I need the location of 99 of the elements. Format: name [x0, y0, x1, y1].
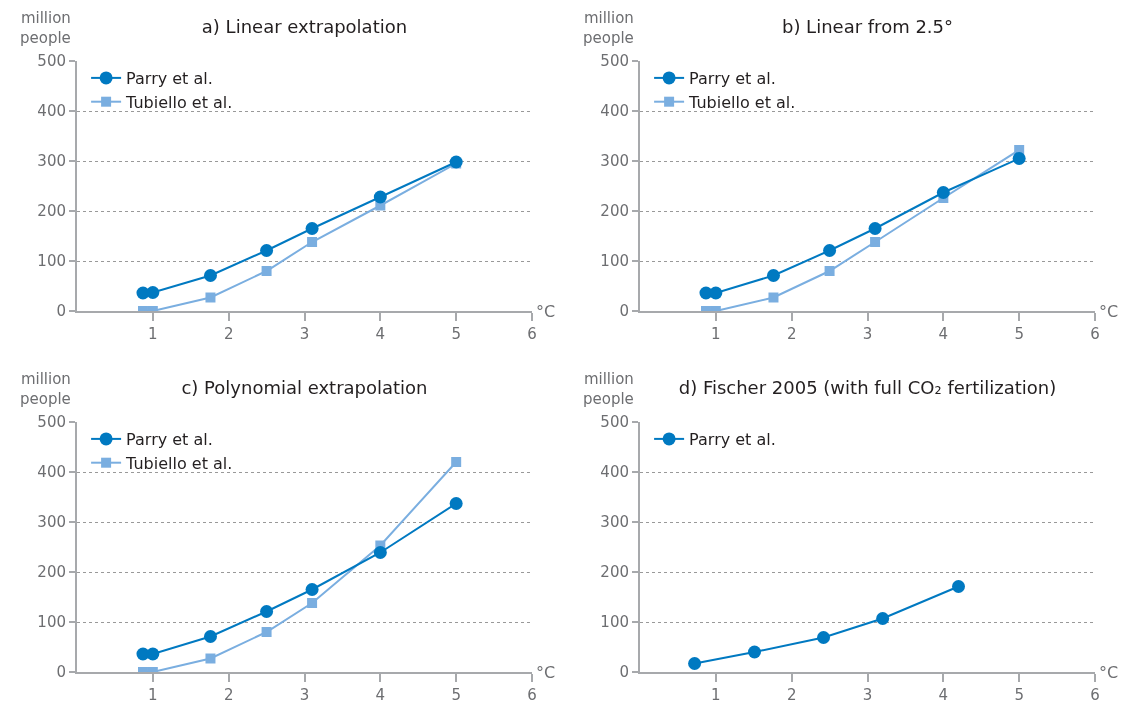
y-tick-label: 500	[600, 52, 629, 71]
point	[868, 222, 882, 235]
x-tick-label: 4	[938, 686, 949, 704]
point	[203, 269, 217, 282]
chart-title: c) Polynomial extrapolation	[181, 377, 428, 399]
y-tick-label: 200	[600, 563, 629, 582]
x-tick-label: 1	[148, 325, 158, 343]
point	[817, 631, 831, 644]
x-tick-label: 2	[223, 686, 234, 704]
point	[688, 657, 702, 670]
x-tick-label: 1	[148, 686, 158, 704]
x-tick-label: 5	[451, 686, 461, 704]
legend-label: Tubiello et al.	[688, 92, 796, 112]
x-tick-label: 6	[527, 686, 537, 704]
y-tick-label: 100	[600, 613, 629, 632]
x-tick-label: 3	[299, 325, 310, 343]
point	[709, 286, 723, 300]
y-axis-title: million people	[20, 9, 71, 47]
y-tick-label: 200	[37, 202, 66, 221]
x-tick-label: 1	[711, 686, 721, 704]
legend-label: Parry et al.	[689, 69, 776, 89]
y-tick-label: 500	[600, 413, 629, 432]
y-tick-label: 100	[37, 613, 66, 632]
x-tick-label: 4	[375, 325, 386, 343]
point	[876, 612, 890, 625]
point	[373, 190, 387, 204]
y-tick-label: 100	[37, 252, 66, 271]
x-tick-label: 5	[451, 325, 461, 343]
point	[449, 497, 463, 510]
chart-title: d) Fischer 2005 (with full CO₂ fertilization)	[678, 377, 1057, 399]
point	[936, 186, 950, 199]
x-tick-label: 6	[1090, 686, 1100, 704]
point	[952, 580, 965, 593]
y-tick-label: 500	[37, 413, 66, 432]
x-tick-label: 5	[1014, 686, 1024, 704]
y-tick-label: 0	[56, 663, 66, 682]
y-tick-label: 200	[600, 202, 629, 221]
y-tick-label: 400	[37, 463, 66, 482]
point	[307, 237, 318, 247]
x-tick-label: 6	[1090, 325, 1100, 343]
point	[305, 583, 319, 596]
y-tick-label: 0	[56, 302, 66, 321]
y-tick-label: 300	[37, 152, 66, 171]
point	[203, 630, 217, 643]
point	[373, 546, 387, 559]
x-tick-label: 4	[375, 686, 386, 704]
legend-label: Parry et al.	[126, 69, 213, 89]
y-tick-label: 100	[600, 252, 629, 271]
y-tick-label: 300	[600, 152, 629, 171]
legend-label: Parry et al.	[689, 430, 776, 450]
point	[260, 605, 274, 618]
x-tick-label: 2	[786, 686, 797, 704]
x-axis-title: °C	[1099, 663, 1119, 682]
point	[307, 598, 318, 608]
y-tick-label: 200	[37, 563, 66, 582]
y-tick-label: 400	[600, 463, 629, 482]
y-axis-title: million people	[583, 370, 634, 408]
point	[261, 266, 272, 276]
x-axis-title: °C	[536, 302, 556, 321]
chart-title: a) Linear extrapolation	[201, 16, 408, 38]
x-axis-title: °C	[1099, 302, 1119, 321]
point	[146, 286, 160, 299]
y-axis-title: million people	[583, 9, 634, 47]
y-tick-label: 300	[37, 513, 66, 532]
x-tick-label: 2	[223, 325, 234, 343]
x-tick-label: 1	[711, 325, 721, 343]
point	[870, 237, 881, 247]
point	[305, 222, 319, 235]
x-tick-label: 3	[862, 686, 873, 704]
y-axis-title: million people	[20, 370, 71, 408]
legend-label: Tubiello et al.	[125, 453, 233, 473]
point	[823, 244, 837, 257]
point	[451, 457, 462, 467]
y-tick-label: 0	[619, 302, 629, 321]
x-tick-label: 2	[786, 325, 797, 343]
point	[748, 645, 762, 659]
point	[1012, 152, 1026, 165]
point	[766, 269, 780, 282]
point	[205, 653, 216, 664]
x-tick-label: 5	[1014, 325, 1024, 343]
point	[768, 292, 779, 303]
chart-title: b) Linear from 2.5°	[781, 16, 954, 38]
x-tick-label: 4	[938, 325, 949, 343]
legend-label: Tubiello et al.	[125, 92, 233, 112]
x-tick-label: 6	[527, 325, 537, 343]
point	[260, 244, 274, 257]
y-tick-label: 500	[37, 52, 66, 71]
legend-label: Parry et al.	[126, 430, 213, 450]
x-tick-label: 3	[299, 686, 310, 704]
point	[146, 647, 160, 661]
y-tick-label: 400	[37, 102, 66, 121]
point	[261, 627, 272, 637]
x-tick-label: 3	[862, 325, 873, 343]
point	[824, 266, 835, 276]
point	[205, 292, 216, 303]
y-tick-label: 0	[619, 663, 629, 682]
x-axis-title: °C	[536, 663, 556, 682]
y-tick-label: 400	[600, 102, 629, 121]
y-tick-label: 300	[600, 513, 629, 532]
